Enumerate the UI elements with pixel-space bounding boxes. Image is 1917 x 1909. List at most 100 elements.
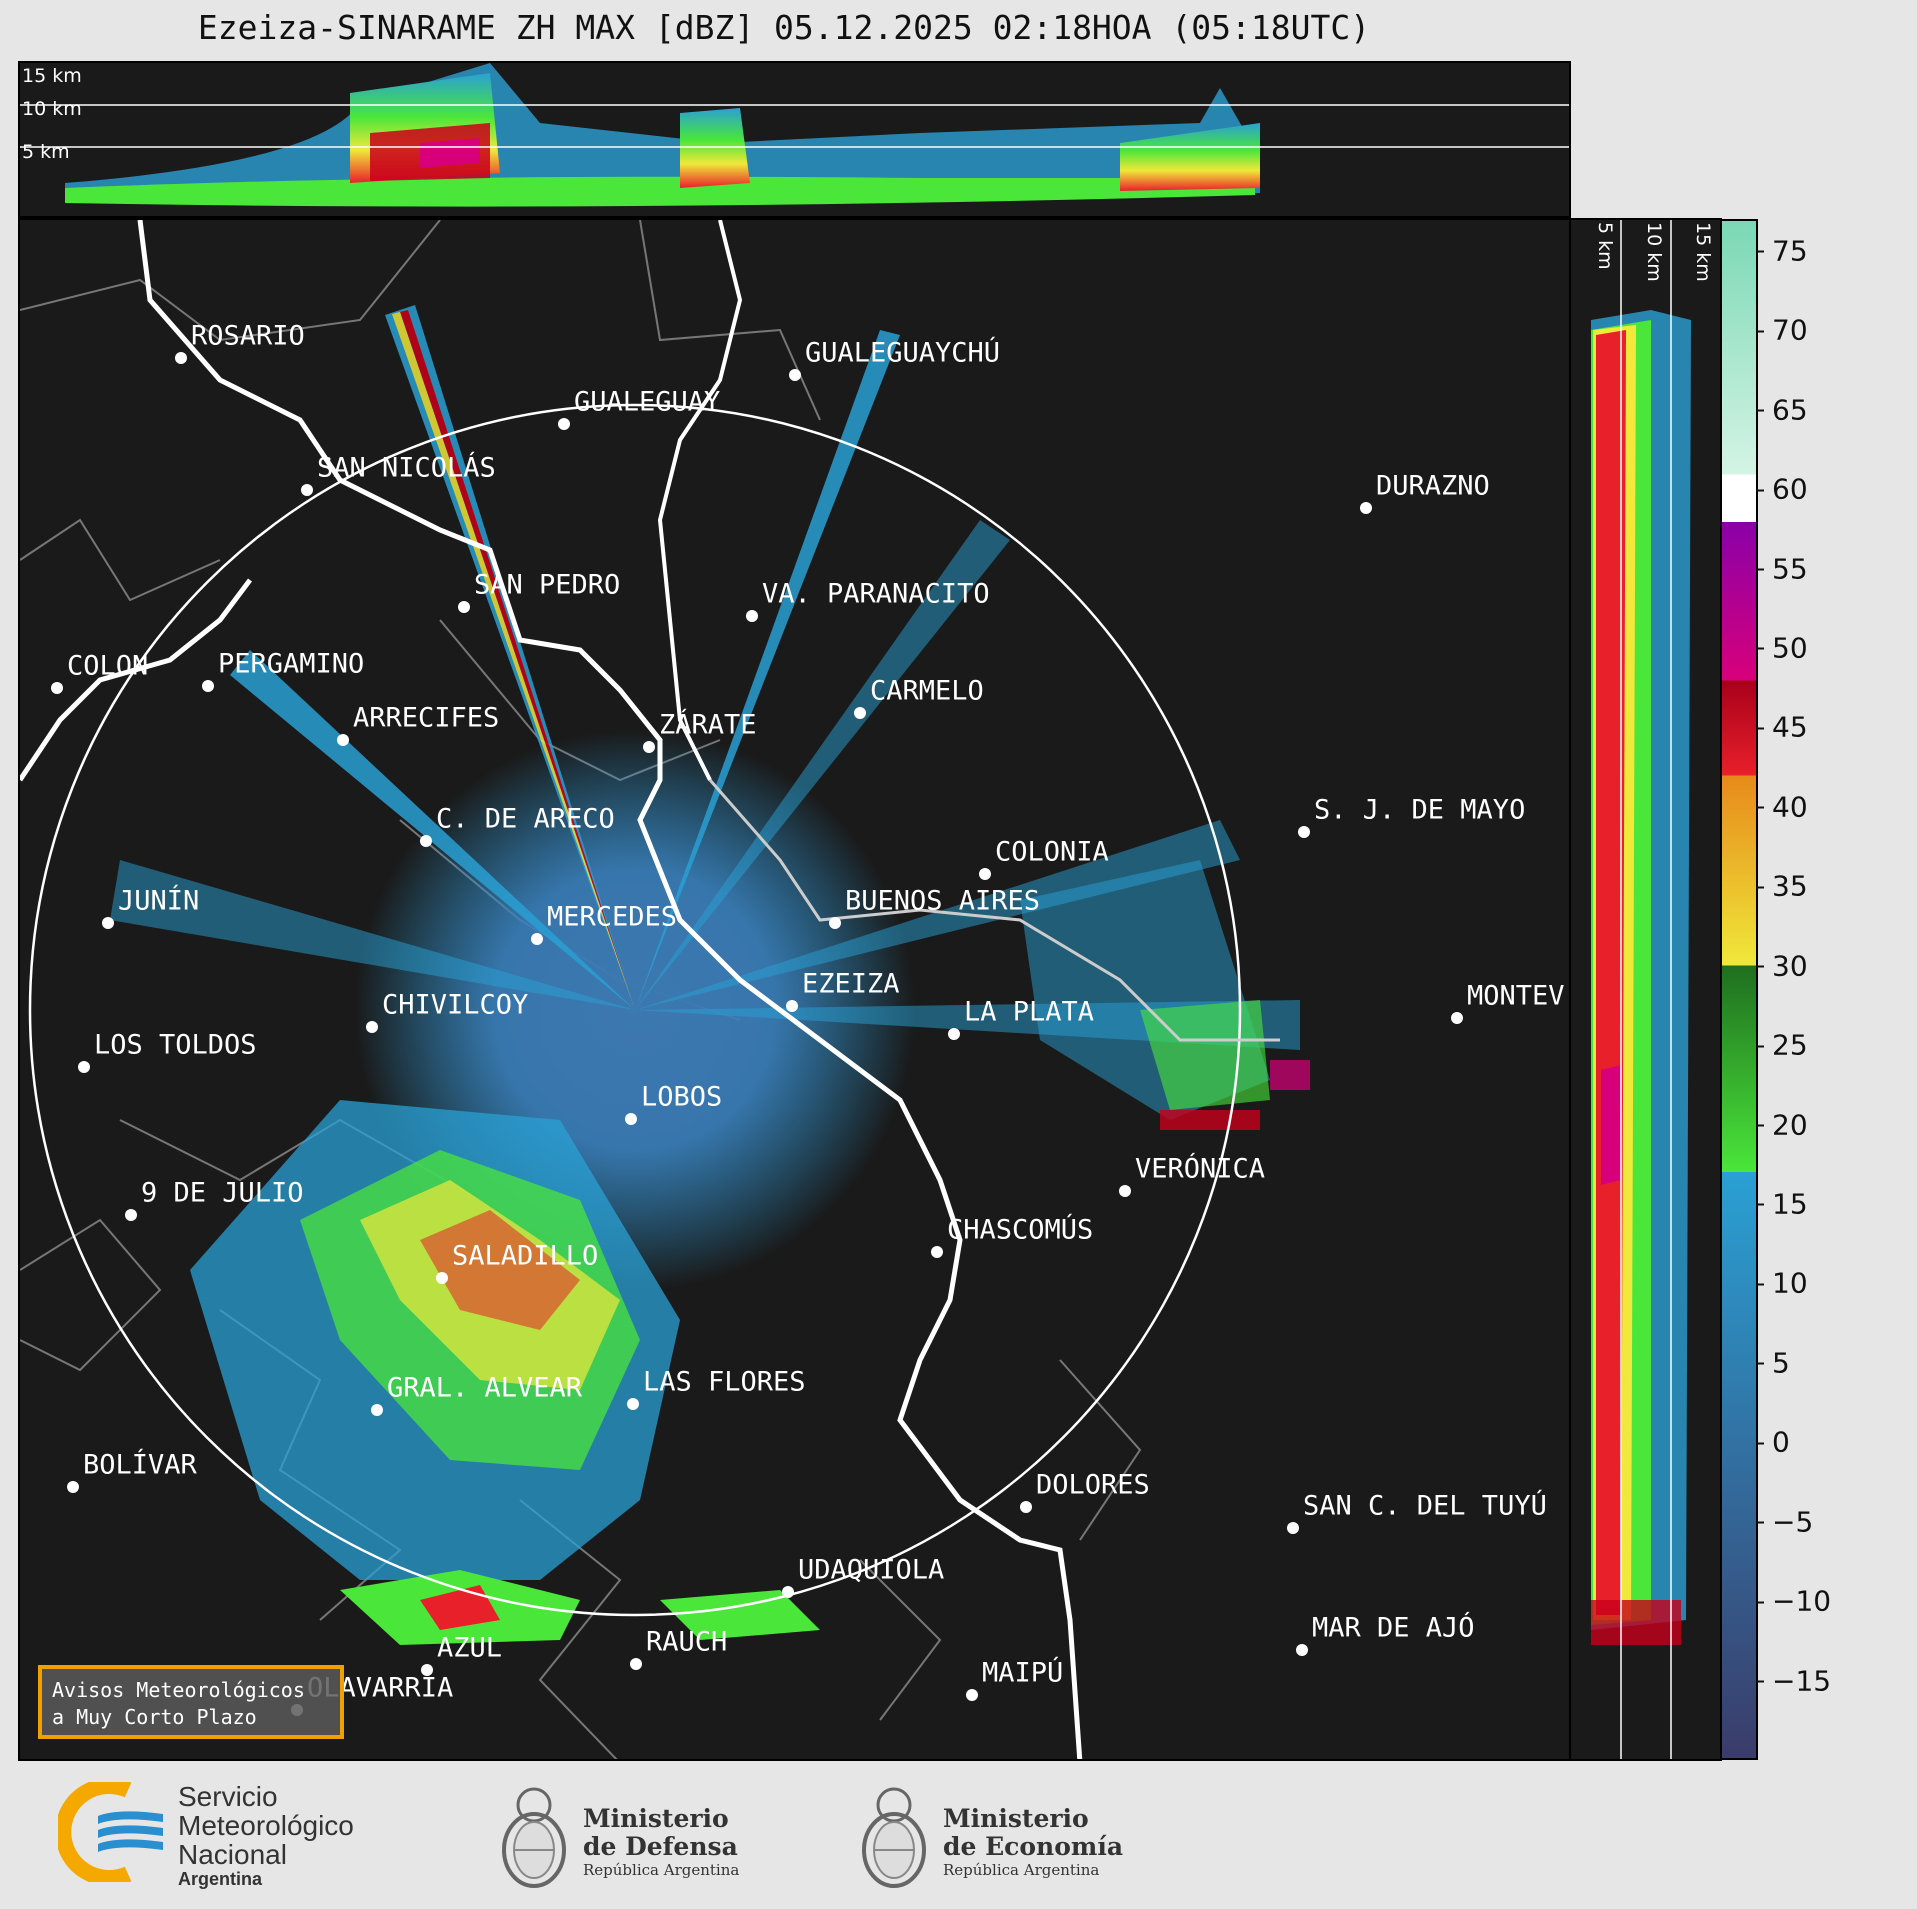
colorbar-tick-text: 75	[1772, 234, 1808, 268]
reflectivity-colorbar	[1720, 219, 1758, 1760]
smn-line-4: Argentina	[178, 1869, 263, 1889]
top-cross-section-panel: 15 km 10 km 5 km	[18, 61, 1571, 218]
colorbar-tick-label: −15	[1755, 1664, 1832, 1698]
city-label: MAIPÚ	[982, 1657, 1064, 1689]
city-marker	[782, 1586, 794, 1598]
city-label: RAUCH	[646, 1626, 728, 1658]
city-marker	[458, 601, 470, 613]
right-cross-section-panel: 5 km 10 km 15 km	[1569, 218, 1722, 1761]
city-label: SALADILLO	[452, 1240, 599, 1272]
city-label: SAN C. DEL TUYÚ	[1303, 1490, 1547, 1522]
smn-logo: Servicio Meteorológico Nacional Argentin…	[58, 1781, 388, 1889]
uruguay-coast	[708, 779, 1280, 1042]
colorbar-tick-label: 30	[1756, 949, 1808, 982]
page-title: Ezeiza-SINARAME ZH MAX [dBZ] 05.12.2025 …	[197, 8, 1371, 47]
city-marker	[1360, 502, 1372, 514]
city-label: MONTEV	[1467, 980, 1565, 1012]
city-label: UDAQUIOLA	[798, 1554, 945, 1586]
colorbar-tick-label: 75	[1756, 234, 1808, 268]
city-marker	[786, 1000, 798, 1012]
defensa-sub: República Argentina	[583, 1861, 740, 1879]
colorbar-tick-text: 50	[1772, 631, 1808, 665]
city-label: VERÓNICA	[1135, 1153, 1266, 1185]
defensa-line-1: Ministerio	[583, 1804, 729, 1833]
colorbar-tick-label: −10	[1755, 1585, 1831, 1618]
economia-line-2: de Economía	[943, 1832, 1124, 1861]
city-marker	[1296, 1644, 1308, 1656]
defensa-line-2: de Defensa	[583, 1832, 738, 1861]
city-marker	[175, 352, 187, 364]
right-height-label-10km: 10 km	[1643, 222, 1665, 282]
colorbar-tick-label: 25	[1756, 1028, 1808, 1062]
height-label-5km: 5 km	[22, 141, 70, 163]
notice-line-1: Avisos Meteorológicos	[52, 1678, 305, 1702]
city-label: MERCEDES	[547, 901, 678, 933]
city-label: GUALEGUAYCHÚ	[805, 337, 1001, 369]
city-marker	[746, 610, 758, 622]
city-marker	[1287, 1522, 1299, 1534]
colorbar-tick-text: 20	[1772, 1108, 1808, 1142]
economia-sub: República Argentina	[943, 1861, 1100, 1879]
city-label: EZEIZA	[802, 968, 900, 1000]
colorbar-tick-text: −15	[1772, 1664, 1832, 1698]
city-marker	[51, 682, 63, 694]
right-height-label-5km: 5 km	[1594, 222, 1616, 270]
smn-line-1: Servicio	[178, 1781, 278, 1812]
coastline	[137, 220, 1083, 1759]
city-marker	[979, 868, 991, 880]
city-marker	[436, 1272, 448, 1284]
city-marker	[337, 734, 349, 746]
colorbar-tick-label: 45	[1756, 711, 1808, 744]
city-marker	[531, 933, 543, 945]
height-label-15km: 15 km	[22, 65, 82, 87]
colorbar-tick-text: 40	[1772, 790, 1808, 824]
colorbar-tick-label: −5	[1755, 1505, 1813, 1538]
right-cross-section-echoes	[1591, 220, 1691, 1759]
city-marker	[558, 418, 570, 430]
city-marker	[1451, 1012, 1463, 1024]
city-label: COLONIA	[995, 836, 1109, 868]
colorbar-tick-text: 70	[1772, 313, 1808, 347]
smn-emblem-icon	[58, 1782, 163, 1882]
city-marker	[1020, 1501, 1032, 1513]
city-label: LOBOS	[641, 1081, 723, 1113]
city-marker	[67, 1481, 79, 1493]
city-marker	[627, 1398, 639, 1410]
city-label: SAN PEDRO	[474, 569, 621, 601]
defensa-logo: Ministerio de Defensa República Argentin…	[495, 1775, 755, 1895]
city-marker	[625, 1113, 637, 1125]
city-label: DURAZNO	[1376, 470, 1490, 502]
city-label: BOLÍVAR	[83, 1449, 197, 1481]
city-label: JUNÍN	[118, 885, 200, 917]
city-marker	[931, 1246, 943, 1258]
city-label: C. DE ARECO	[436, 803, 615, 835]
colorbar-tick-text: 65	[1772, 393, 1808, 427]
colorbar-tick-label: 40	[1756, 790, 1808, 824]
uruguay-echo	[1020, 860, 1310, 1130]
colorbar-tick-label: 10	[1756, 1267, 1808, 1300]
city-label: DOLORES	[1036, 1469, 1150, 1501]
top-cross-section-echoes	[20, 63, 1569, 207]
colorbar-tick-text: 35	[1772, 869, 1808, 903]
city-marker	[366, 1021, 378, 1033]
city-label: ARRECIFES	[353, 702, 500, 734]
city-label: GRAL. ALVEAR	[387, 1372, 583, 1404]
national-coat-of-arms-icon	[502, 1787, 566, 1888]
colorbar-tick-text: 5	[1772, 1346, 1790, 1380]
colorbar-tick-label: 60	[1756, 473, 1808, 506]
city-marker	[966, 1689, 978, 1701]
colorbar-tick-text: 25	[1772, 1028, 1808, 1062]
city-marker	[643, 741, 655, 753]
city-marker	[789, 369, 801, 381]
city-label: GUALEGUAY	[574, 386, 721, 418]
radar-map-panel[interactable]	[18, 218, 1571, 1761]
city-marker	[829, 917, 841, 929]
colorbar-tick-label: 35	[1756, 869, 1808, 903]
economia-logo: Ministerio de Economía República Argenti…	[855, 1775, 1135, 1895]
city-label: ROSARIO	[191, 320, 305, 352]
city-marker	[854, 707, 866, 719]
city-marker	[421, 1664, 433, 1676]
city-label: CHIVILCOY	[382, 989, 529, 1021]
warnings-notice-box[interactable]: Avisos Meteorológicos a Muy Corto Plazo	[38, 1665, 344, 1739]
city-marker	[301, 484, 313, 496]
